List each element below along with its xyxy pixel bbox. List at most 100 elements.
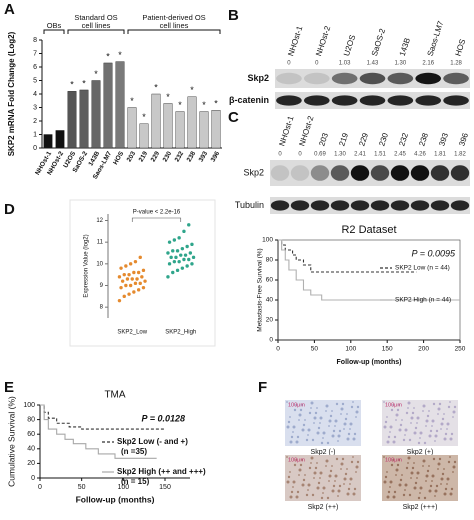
data-point bbox=[132, 290, 136, 294]
significance-marker: * bbox=[118, 50, 122, 60]
ihc-texture bbox=[289, 416, 291, 418]
ihc-texture bbox=[325, 410, 327, 412]
blot-band bbox=[303, 95, 330, 106]
ihc-texture bbox=[334, 419, 338, 423]
bar bbox=[163, 103, 173, 149]
ihc-texture bbox=[449, 492, 453, 496]
bar bbox=[139, 123, 149, 149]
scale-label: 100μm bbox=[385, 402, 402, 408]
blot-band bbox=[415, 95, 442, 106]
ihc-texture bbox=[398, 483, 402, 487]
ihc-texture bbox=[395, 474, 397, 476]
ihc-texture bbox=[317, 481, 321, 485]
ihc-texture bbox=[331, 465, 333, 467]
x-tick-label: 150 bbox=[382, 346, 393, 353]
blot-band bbox=[359, 72, 386, 85]
ihc-texture bbox=[387, 490, 391, 494]
significance-marker: * bbox=[202, 100, 206, 110]
blot-band bbox=[387, 72, 414, 85]
ihc-texture bbox=[449, 456, 451, 458]
x-tick-label: 50 bbox=[78, 484, 86, 491]
data-point bbox=[175, 249, 180, 253]
ihc-texture bbox=[431, 474, 435, 478]
data-point bbox=[124, 283, 128, 288]
ihc-texture bbox=[328, 419, 332, 423]
ihc-texture bbox=[390, 408, 394, 412]
survival-curve bbox=[40, 404, 157, 459]
blot-band bbox=[430, 200, 450, 211]
blot-band bbox=[270, 200, 290, 211]
ihc-texture bbox=[313, 477, 315, 479]
ihc-texture bbox=[314, 411, 318, 415]
y-axis-label: SKP2 mRNA Fold Change (Log2) bbox=[7, 31, 16, 156]
ihc-texture bbox=[302, 423, 306, 427]
bar bbox=[199, 111, 209, 149]
ihc-texture bbox=[450, 432, 454, 436]
blot-band bbox=[331, 72, 358, 85]
ihc-texture bbox=[316, 462, 318, 464]
ihc-texture bbox=[298, 468, 302, 472]
ihc-texture bbox=[416, 422, 418, 424]
data-point bbox=[141, 268, 146, 273]
blot-band bbox=[350, 200, 370, 211]
blot-band bbox=[410, 165, 430, 181]
y-tick-label: 100 bbox=[262, 237, 273, 244]
ihc-texture bbox=[407, 407, 409, 409]
data-point bbox=[117, 275, 122, 279]
legend-label: (n = 15) bbox=[121, 477, 150, 486]
group-label: OBs bbox=[47, 21, 62, 30]
ihc-texture bbox=[413, 407, 415, 409]
ihc-texture bbox=[349, 422, 353, 426]
ihc-texture bbox=[434, 489, 438, 493]
data-point bbox=[143, 279, 147, 283]
x-tick-label: 100 bbox=[117, 484, 129, 491]
ihc-texture bbox=[413, 462, 415, 464]
y-tick-label: 2 bbox=[33, 118, 37, 125]
ihc-texture bbox=[343, 477, 347, 481]
ihc-texture bbox=[340, 462, 344, 466]
blot-band bbox=[443, 95, 469, 106]
ihc-texture bbox=[355, 471, 357, 473]
ihc-texture bbox=[347, 432, 351, 436]
significance-marker: * bbox=[106, 51, 110, 61]
ihc-texture bbox=[349, 483, 351, 485]
x-axis-label: Follow-up (months) bbox=[337, 359, 402, 366]
ihc-texture bbox=[408, 438, 412, 442]
ihc-texture bbox=[344, 417, 348, 421]
ihc-texture bbox=[437, 462, 441, 466]
ihc-texture bbox=[395, 468, 399, 472]
blot-band bbox=[387, 95, 414, 106]
data-point bbox=[124, 264, 128, 268]
data-point bbox=[125, 277, 130, 281]
ihc-texture bbox=[292, 425, 296, 429]
ihc-texture bbox=[389, 425, 393, 429]
ihc-texture bbox=[437, 413, 439, 415]
blot-band bbox=[410, 200, 430, 211]
blot-band bbox=[390, 200, 410, 211]
x-tick-label: 50 bbox=[311, 346, 319, 353]
bar bbox=[79, 89, 89, 149]
ihc-texture bbox=[452, 471, 454, 473]
quantification: 2.16 bbox=[422, 61, 434, 67]
ihc-texture bbox=[326, 441, 330, 445]
data-point bbox=[132, 270, 136, 275]
ihc-texture bbox=[335, 457, 339, 461]
y-axis-label: Metastasis-Free Survival (%) bbox=[257, 248, 264, 331]
ihc-texture bbox=[292, 431, 294, 433]
ihc-texture bbox=[392, 440, 396, 444]
ihc-texture bbox=[289, 471, 291, 473]
ihc-texture bbox=[298, 419, 300, 421]
legend-label: Skp2 High (++ and +++) bbox=[117, 467, 206, 476]
ihc-texture bbox=[350, 405, 354, 409]
blot-band bbox=[359, 95, 386, 106]
ihc-texture bbox=[287, 475, 291, 479]
ihc-texture bbox=[332, 429, 336, 433]
ihc-texture bbox=[301, 404, 303, 406]
ihc-texture bbox=[386, 471, 388, 473]
y-tick-label: 60 bbox=[27, 431, 35, 438]
blot-band bbox=[370, 200, 390, 211]
scale-label: 100μm bbox=[385, 457, 402, 463]
ihc-texture bbox=[432, 402, 436, 406]
ihc-texture bbox=[298, 413, 302, 417]
ihc-texture bbox=[356, 405, 360, 409]
